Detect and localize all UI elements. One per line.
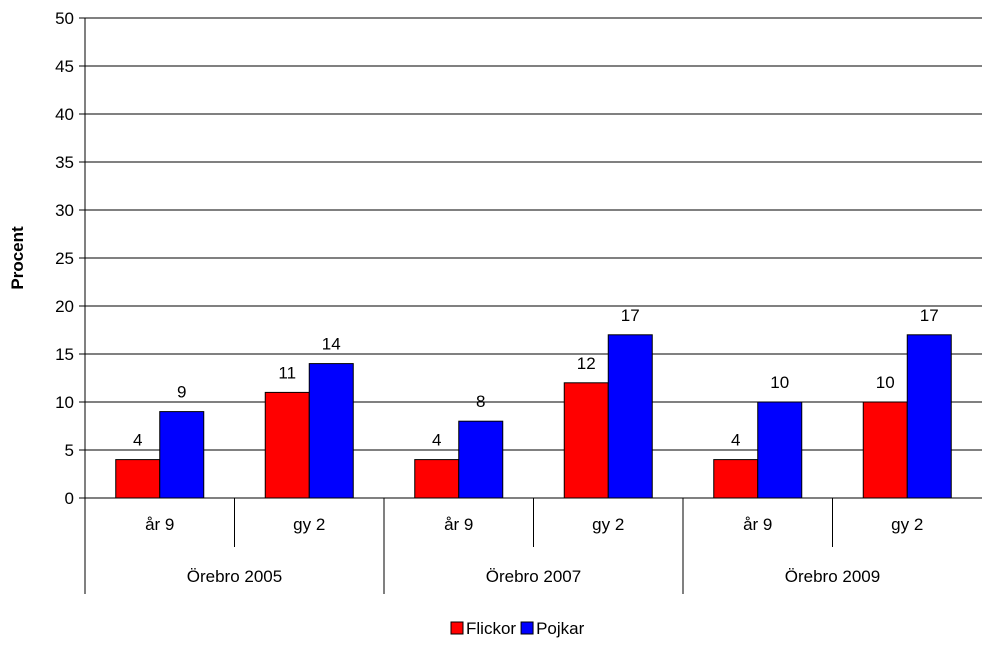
x-group-label: Örebro 2005 (187, 567, 282, 586)
bar-flickor (713, 459, 759, 499)
data-label: 4 (432, 431, 441, 450)
data-labels: 4 9 11 14 4 8 12 17 4 10 10 17 (133, 306, 939, 450)
y-tick-label: 50 (55, 9, 74, 28)
data-label: 12 (577, 354, 596, 373)
legend-label: Flickor (466, 619, 516, 638)
bar-pojkar (757, 401, 803, 499)
y-tick-label: 40 (55, 105, 74, 124)
data-label: 11 (278, 363, 296, 382)
y-tick-label: 5 (65, 441, 74, 460)
data-label: 14 (322, 335, 341, 354)
y-tick-label: 45 (55, 57, 74, 76)
x-category-label: gy 2 (891, 515, 923, 534)
bar-pojkar (308, 363, 354, 499)
x-category-label: år 9 (444, 515, 473, 534)
gridlines (85, 17, 982, 451)
x-group-label: Örebro 2007 (486, 567, 581, 586)
y-tick-label: 20 (55, 297, 74, 316)
x-category-label: år 9 (145, 515, 174, 534)
bar-pojkar (159, 411, 205, 499)
data-label: 8 (476, 392, 485, 411)
y-tick-label: 25 (55, 249, 74, 268)
y-tick-label: 0 (65, 489, 74, 508)
legend-label: Pojkar (536, 619, 585, 638)
x-axis-categories: år 9 gy 2 år 9 gy 2 år 9 gy 2 Örebro 2005 Örebr… (84, 498, 923, 594)
y-tick-label: 15 (55, 345, 74, 364)
data-label: 17 (920, 306, 939, 325)
x-category-label: år 9 (743, 515, 772, 534)
data-label: 10 (770, 373, 789, 392)
legend-swatch-flickor (450, 621, 464, 635)
legend: Flickor Pojkar (450, 619, 585, 638)
x-group-label: Örebro 2009 (785, 567, 880, 586)
y-axis-ticks: 0 5 10 15 20 25 30 35 40 45 50 (55, 9, 85, 508)
bar-pojkar (906, 334, 952, 499)
bar-flickor (563, 382, 609, 499)
legend-swatch-pojkar (520, 621, 534, 635)
y-tick-label: 30 (55, 201, 74, 220)
bar-flickor (264, 391, 310, 499)
y-tick-label: 10 (55, 393, 74, 412)
y-tick-label: 35 (55, 153, 74, 172)
data-label: 17 (621, 306, 640, 325)
bar-flickor (862, 401, 908, 499)
data-label: 9 (177, 383, 186, 402)
x-category-label: gy 2 (592, 515, 624, 534)
bar-flickor (414, 459, 460, 499)
y-axis-label: Procent (8, 226, 27, 290)
bars (115, 334, 952, 499)
x-category-label: gy 2 (293, 515, 325, 534)
bar-flickor (115, 459, 161, 499)
data-label: 4 (133, 431, 142, 450)
bar-pojkar (458, 420, 504, 499)
data-label: 10 (876, 373, 895, 392)
bar-pojkar (607, 334, 653, 499)
data-label: 4 (731, 431, 740, 450)
